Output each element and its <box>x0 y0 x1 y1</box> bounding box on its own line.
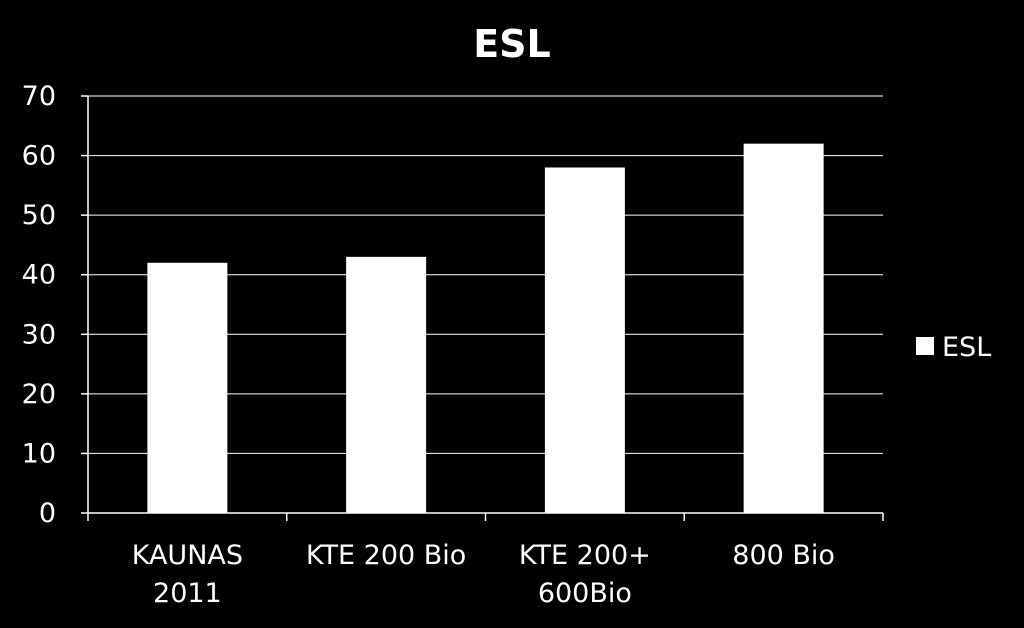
bars <box>147 143 824 513</box>
x-axis-ticks: KAUNAS 2011 KTE 200 Bio KTE 200+ 600Bio 800 B… <box>132 540 835 609</box>
legend-label-esl: ESL <box>942 332 991 363</box>
y-axis-ticks: 0 10 20 30 40 50 60 70 <box>22 81 56 529</box>
legend: ESL <box>916 332 991 363</box>
y-tick-label: 40 <box>22 260 56 291</box>
x-tick-label-line: KAUNAS <box>132 540 243 571</box>
axes <box>81 95 884 521</box>
x-tick-label: 800 Bio <box>732 540 835 571</box>
legend-swatch-esl <box>916 337 934 355</box>
x-tick-label-line: 800 Bio <box>732 540 835 571</box>
bar-4 <box>743 143 824 513</box>
chart-title: ESL <box>473 22 551 66</box>
y-tick-label: 10 <box>22 438 56 469</box>
x-tick-label: KTE 200 Bio <box>306 540 466 571</box>
bar-2 <box>346 256 427 513</box>
y-tick-label: 20 <box>22 379 56 410</box>
x-tick-label-line: KTE 200 Bio <box>306 540 466 571</box>
bar-3 <box>544 167 625 513</box>
x-tick-label-line: 600Bio <box>538 578 632 609</box>
x-tick-label: KAUNAS 2011 <box>132 540 243 609</box>
y-tick-label: 70 <box>22 81 56 112</box>
y-tick-label: 50 <box>22 200 56 231</box>
x-tick-label-line: 2011 <box>153 578 222 609</box>
y-tick-label: 60 <box>22 141 56 172</box>
y-tick-label: 30 <box>22 319 56 350</box>
x-tick-label: KTE 200+ 600Bio <box>519 540 651 609</box>
x-tick-label-line: KTE 200+ <box>519 540 651 571</box>
bar-1 <box>147 262 228 513</box>
y-tick-label: 0 <box>39 498 56 529</box>
